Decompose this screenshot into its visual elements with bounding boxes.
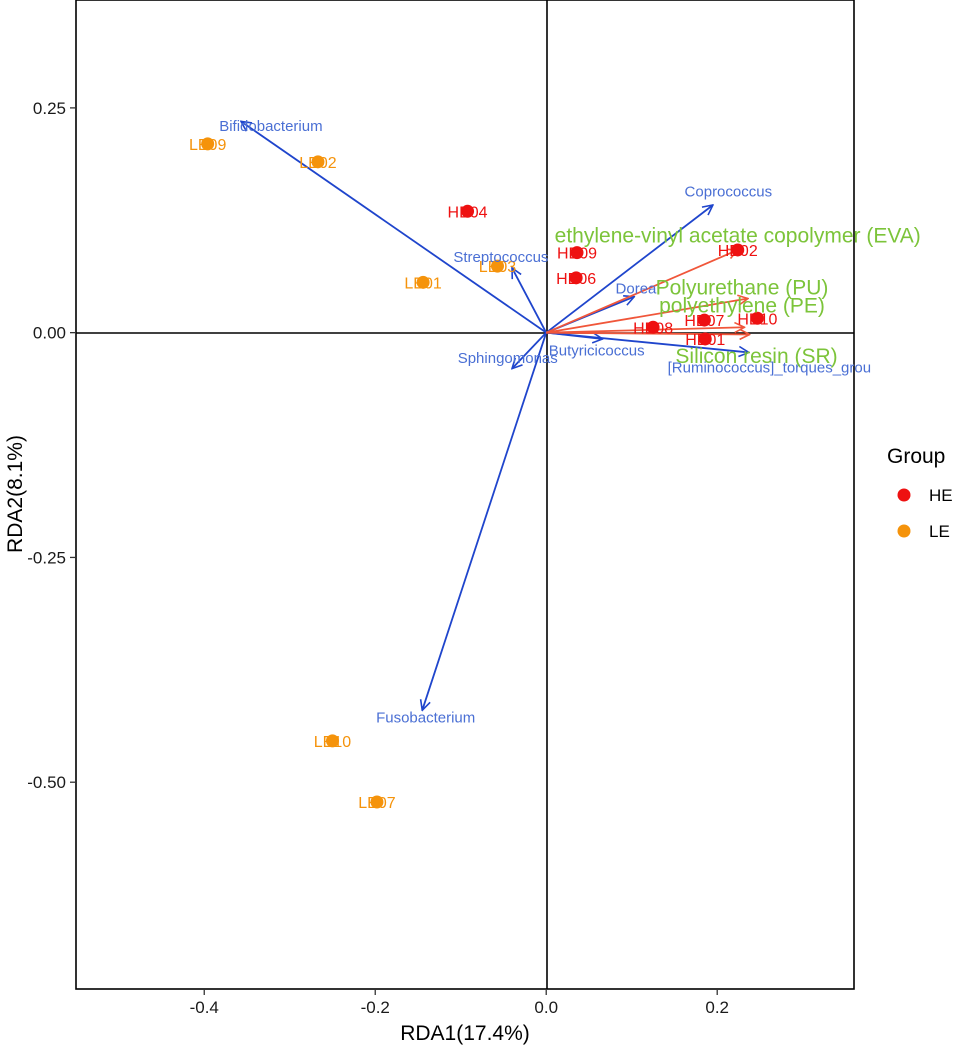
x-tick-label: -0.2 — [361, 998, 390, 1017]
biplot-vectors — [241, 121, 750, 710]
sample-point-he06 — [569, 271, 583, 285]
species-arrow-sphingomonas — [512, 332, 547, 369]
legend: Group HE LE — [887, 445, 953, 541]
biplot-labels: HE04 HE09 HE02 HE06 HE07 HE10 HE08 HE01 LE09 LE02… — [189, 118, 921, 812]
sample-label-he10: HE10 — [737, 311, 777, 328]
sample-label-le03: LE03 — [479, 259, 516, 276]
env-arrow-polyurethane-pu — [546, 298, 748, 334]
x-tick-label: 0.2 — [705, 998, 729, 1017]
sample-point-le03 — [490, 259, 504, 273]
sample-label-he08: HE08 — [633, 320, 673, 337]
sample-point-le10 — [325, 734, 339, 748]
sample-point-le09 — [201, 137, 215, 151]
species-arrow-ruminococcus-torques-grou — [546, 331, 749, 353]
x-axis-title: RDA1(17.4%) — [400, 1022, 530, 1045]
species-label-coprococcus: Coprococcus — [685, 184, 773, 201]
species-arrow-fusobacterium — [422, 332, 548, 711]
sample-label-le02: LE02 — [299, 155, 336, 172]
y-axis-ticks: 0.25 0.00 -0.25 -0.50 — [27, 99, 76, 792]
sample-point-he08 — [646, 320, 660, 334]
env-arrow-ethylene-vinyl-acetate-copolymer-eva — [545, 250, 738, 334]
sample-label-he02: HE02 — [718, 243, 758, 260]
x-tick-label: -0.4 — [190, 998, 219, 1017]
y-tick-label: 0.00 — [33, 324, 66, 343]
env-arrow-polyethylene-pe — [546, 327, 744, 334]
x-tick-label: 0.0 — [534, 998, 558, 1017]
legend-label-he: HE — [929, 486, 953, 505]
sample-point-he07 — [697, 313, 711, 327]
species-arrow-coprococcus — [545, 205, 713, 334]
sample-point-le07 — [370, 795, 384, 809]
species-label-streptococcus: Streptococcus — [453, 249, 548, 266]
y-tick-label: -0.25 — [27, 548, 66, 567]
sample-label-le01: LE01 — [404, 275, 441, 292]
y-axis-title: RDA2(8.1%) — [4, 435, 27, 553]
species-label-butyricicoccus: Butyricicoccus — [549, 343, 645, 360]
sample-point-le02 — [311, 155, 325, 169]
sample-label-he09: HE09 — [557, 246, 597, 263]
sample-label-he07: HE07 — [684, 313, 724, 330]
env-label-ethylene-vinyl-acetate-copolymer-eva: ethylene-vinyl acetate copolymer (EVA) — [555, 225, 921, 248]
legend-label-le: LE — [929, 522, 950, 541]
sample-label-he04: HE04 — [448, 204, 488, 221]
species-label-fusobacterium: Fusobacterium — [376, 709, 475, 726]
species-arrow-streptococcus — [512, 268, 548, 334]
sample-point-he04 — [461, 204, 475, 218]
y-tick-label: -0.50 — [27, 773, 66, 792]
y-tick-label: 0.25 — [33, 99, 66, 118]
species-label-dorea: Dorea — [616, 281, 658, 298]
sample-label-he06: HE06 — [556, 271, 596, 288]
sample-point-he09 — [570, 246, 584, 260]
sample-point-le01 — [416, 275, 430, 289]
plot-panel — [75, 0, 855, 990]
sample-point-he02 — [731, 243, 745, 257]
species-label-bifidobacterium: Bifidobacterium — [219, 118, 322, 135]
species-label-sphingomonas: Sphingomonas — [458, 350, 558, 367]
sample-label-le10: LE10 — [314, 734, 351, 751]
species-arrow-bifidobacterium — [241, 121, 547, 334]
species-label-ruminococcus-torques-grou: [Ruminococcus]_torques_grou — [668, 360, 871, 377]
sample-label-le09: LE09 — [189, 137, 226, 154]
sample-label-he01: HE01 — [685, 332, 725, 349]
sample-point-he01 — [698, 332, 712, 346]
sample-points — [201, 137, 764, 809]
legend-key-le — [897, 524, 911, 538]
env-arrow-silicon-resin-sr — [546, 333, 749, 335]
sample-point-he10 — [750, 311, 764, 325]
legend-title: Group — [887, 445, 945, 468]
sample-label-le07: LE07 — [358, 795, 395, 812]
legend-key-he — [897, 488, 911, 502]
x-axis-ticks: -0.4 -0.2 0.0 0.2 — [190, 989, 729, 1017]
env-label-polyethylene-pe: polyethylene (PE) — [659, 295, 825, 318]
env-label-polyurethane-pu: Polyurethane (PU) — [656, 277, 829, 300]
env-label-silicon-resin-sr: Silicon resin (SR) — [675, 345, 837, 368]
